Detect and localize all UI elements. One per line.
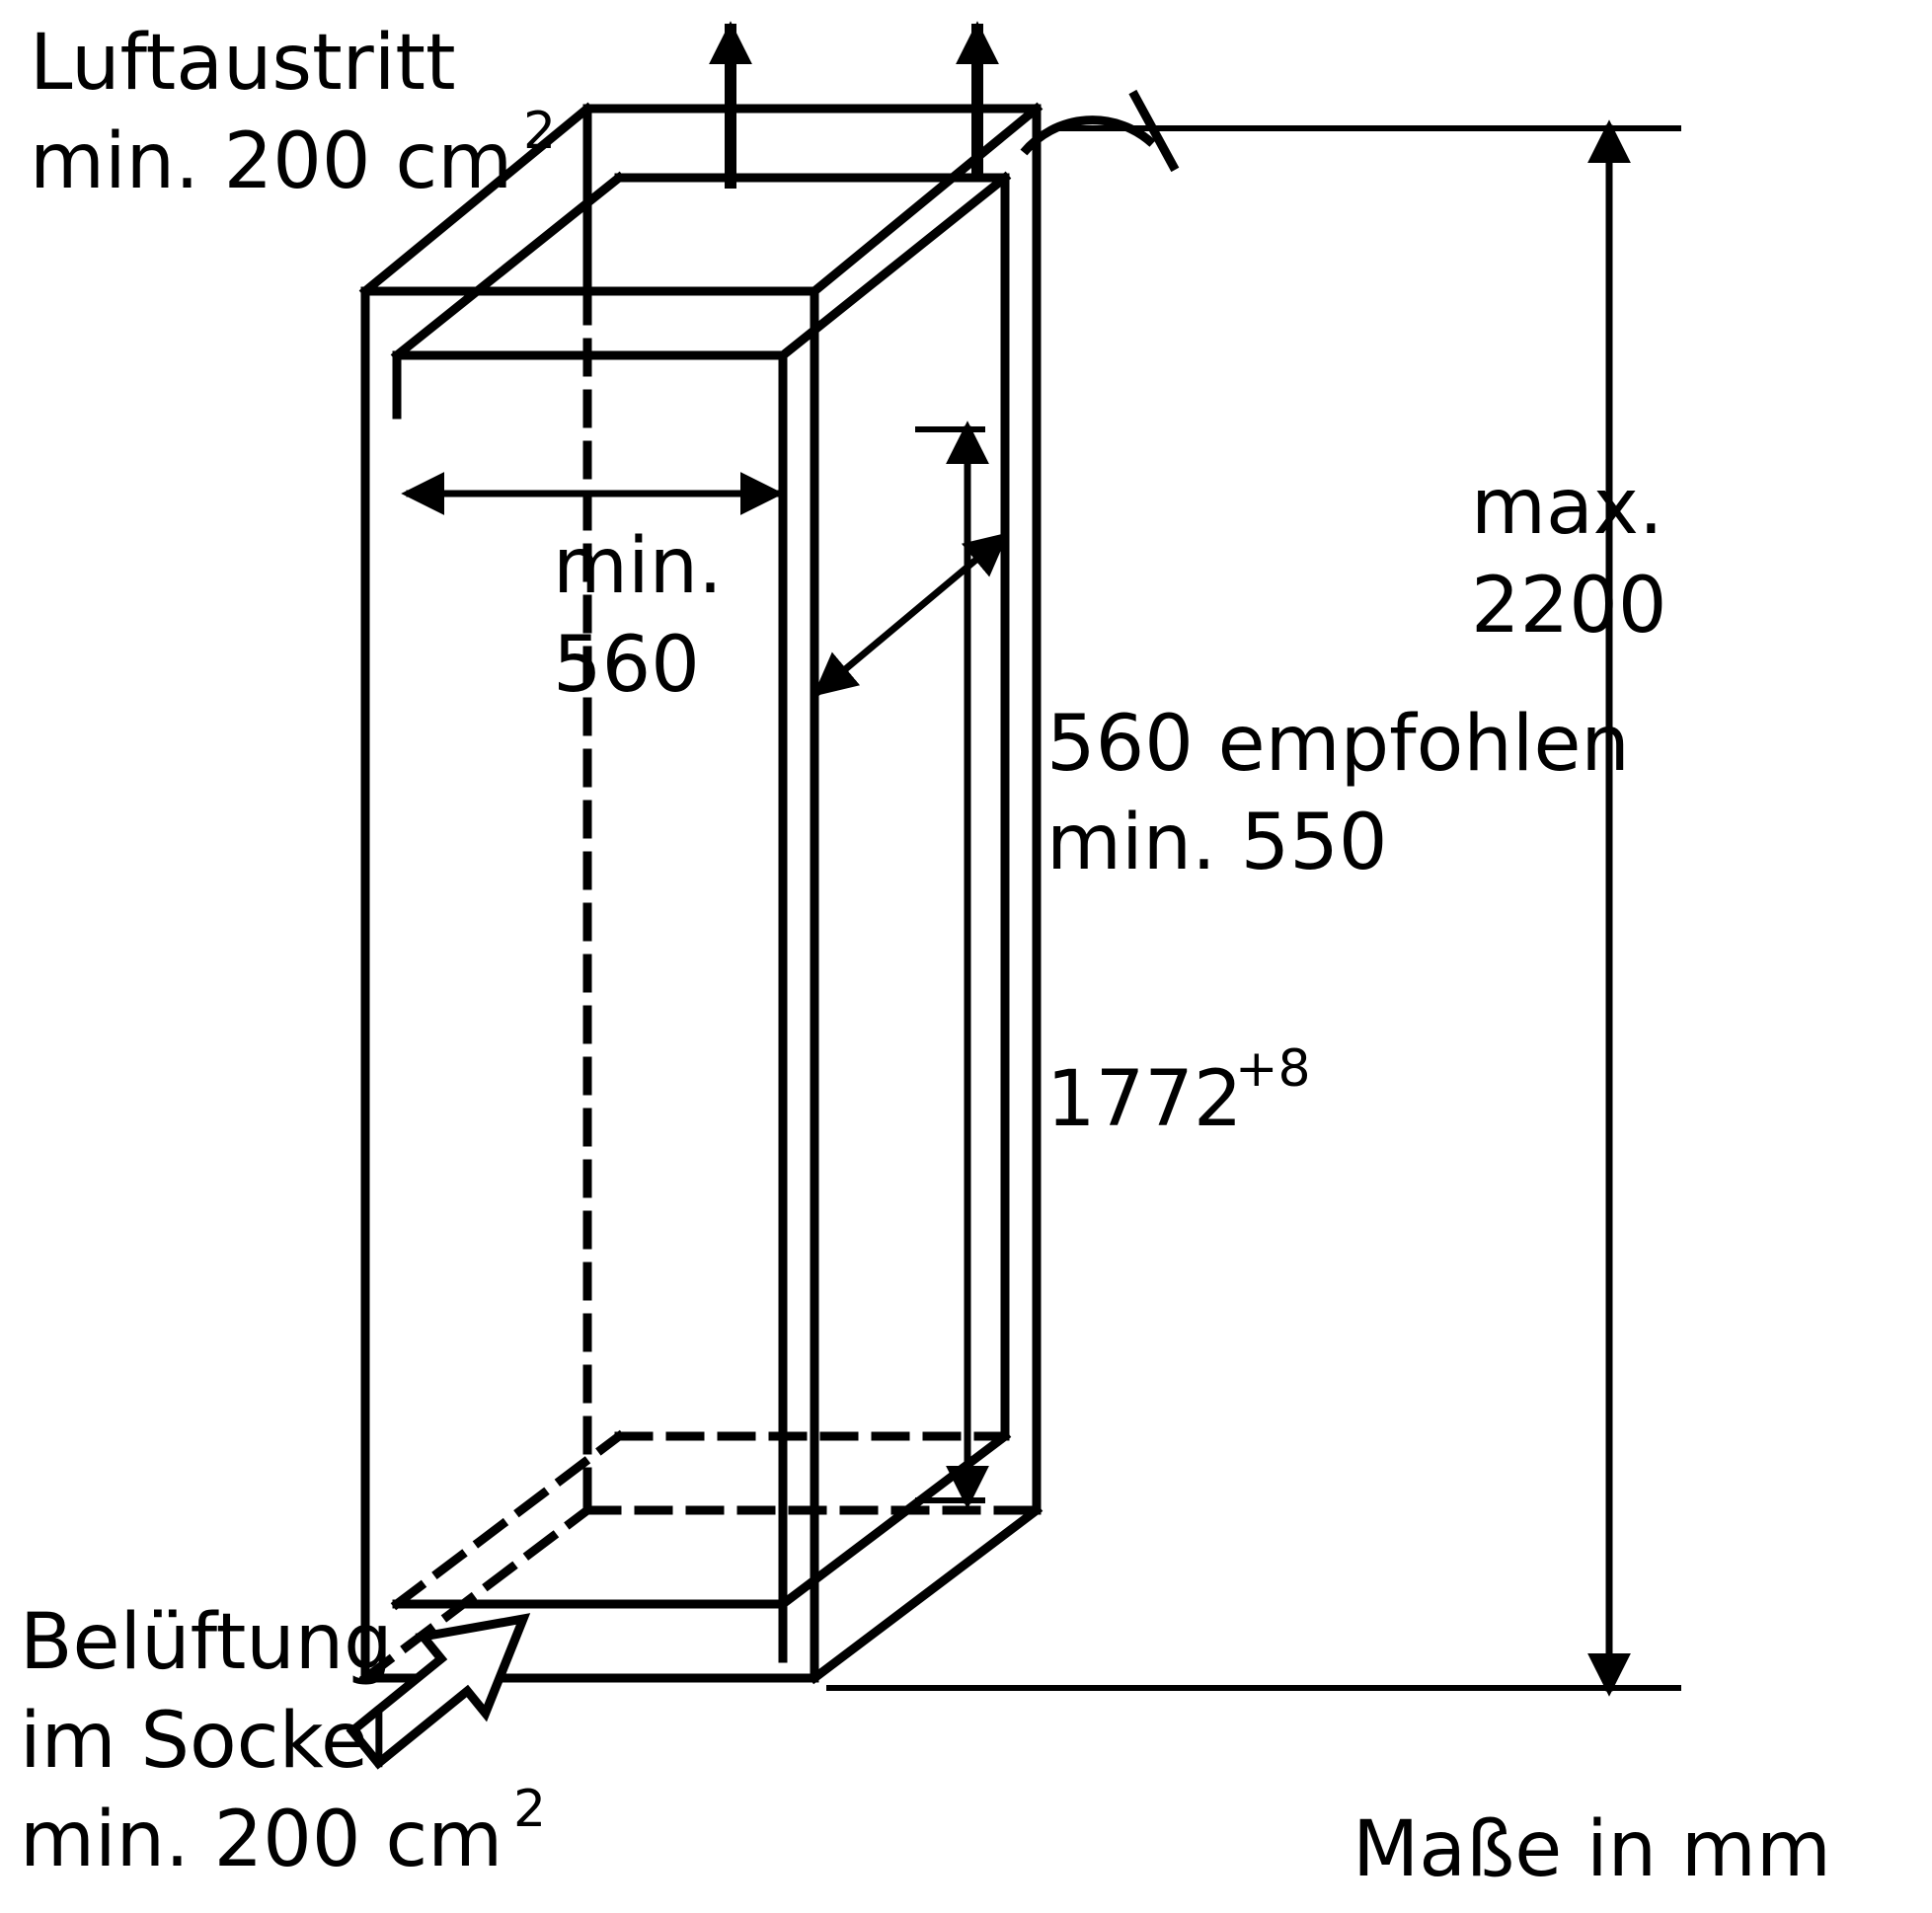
cabinet-outline: [365, 109, 1037, 1678]
label-vent-sup: 2: [513, 1780, 546, 1839]
label-units: Maße in mm: [1352, 1805, 1831, 1894]
label-vent-1: Belüftung: [20, 1598, 393, 1687]
label-depth-2: min. 550: [1046, 799, 1388, 887]
label-height: 1772: [1046, 1055, 1243, 1144]
label-max-1: max.: [1471, 463, 1663, 552]
label-height-sup: +8: [1235, 1039, 1311, 1099]
technical-drawing: Luftaustrittmin. 200 cm2max.2200min.5605…: [0, 0, 1932, 1913]
label-max-2: 2200: [1471, 562, 1667, 650]
label-width-2: 560: [553, 621, 700, 710]
label-vent-2: im Sockel: [20, 1697, 390, 1786]
label-air-out-sup: 2: [523, 102, 556, 161]
label-air-out-2: min. 200 cm: [30, 117, 512, 206]
label-width-1: min.: [553, 522, 723, 611]
dimension-labels: Luftaustrittmin. 200 cm2max.2200min.5605…: [20, 19, 1831, 1894]
label-vent-3: min. 200 cm: [20, 1796, 502, 1884]
label-air-out-1: Luftaustritt: [30, 19, 456, 108]
label-depth-1: 560 empfohlen: [1046, 700, 1630, 789]
